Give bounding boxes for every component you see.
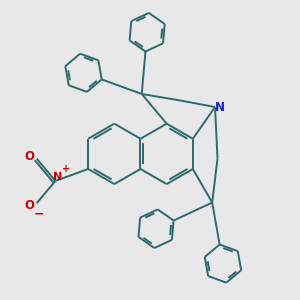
Text: N: N (53, 172, 63, 182)
Text: O: O (24, 150, 34, 163)
Text: N: N (215, 100, 225, 113)
Text: +: + (62, 164, 70, 173)
Text: O: O (24, 199, 34, 212)
Text: −: − (33, 208, 44, 220)
